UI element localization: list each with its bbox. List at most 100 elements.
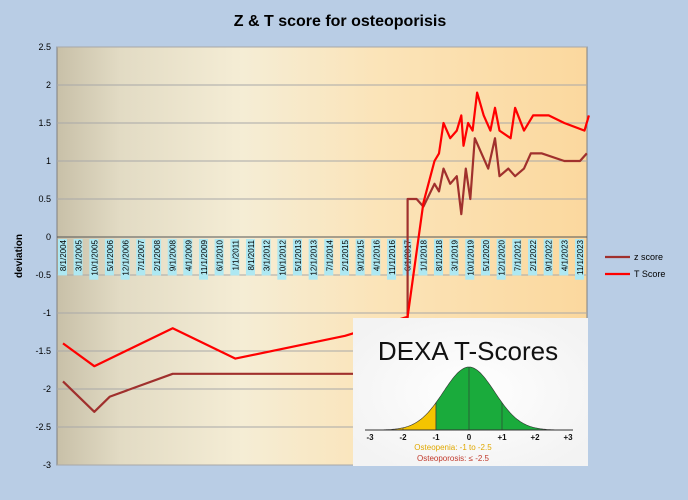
x-tick-highlight (387, 239, 397, 280)
bell-tick-label: 0 (467, 433, 472, 442)
y-axis-ticks: 2.5 2 1.5 1 0.5 0 -0.5 -1 -1.5 -2 -2.5 -3 (35, 42, 51, 470)
x-tick-highlight (167, 239, 177, 276)
x-tick-label: 7/1/2007 (137, 239, 146, 271)
x-tick-label: 3/1/2005 (75, 239, 84, 271)
x-tick-highlight (449, 239, 459, 276)
x-tick-highlight (89, 239, 99, 280)
y-tick-label: -3 (43, 460, 51, 470)
z-score-line (62, 137, 588, 413)
inset-title: DEXA T-Scores (378, 336, 558, 366)
x-tick-highlight (465, 239, 475, 280)
x-tick-label: 3/1/2012 (263, 239, 272, 271)
x-axis-ticks: 8/1/2004 3/1/2005 10/1/2005 5/1/2006 12/1/20… (58, 239, 585, 280)
x-tick-label: 2/1/2015 (341, 239, 350, 271)
x-tick-highlight (58, 239, 67, 276)
x-tick-highlight (120, 239, 130, 280)
x-tick-label: 7/1/2021 (513, 239, 522, 271)
x-tick-label: 4/1/2016 (372, 239, 381, 271)
x-tick-label: 9/1/2015 (357, 239, 366, 271)
x-tick-highlight (371, 239, 381, 276)
inset-osteopenia-label: Osteopenia: -1 to -2.5 (414, 443, 492, 452)
bell-tick-label: +3 (563, 433, 573, 442)
x-tick-highlight (559, 239, 569, 276)
y-tick-label: -2 (43, 384, 51, 394)
y-axis-label: deviation (14, 234, 25, 278)
x-tick-highlight (214, 239, 224, 276)
x-tick-highlight (543, 239, 553, 276)
x-tick-highlight (575, 239, 584, 280)
y-tick-label: -2.5 (35, 422, 51, 432)
x-tick-label: 4/1/2023 (560, 239, 569, 271)
x-tick-highlight (104, 239, 114, 276)
x-tick-label: 5/1/2013 (294, 239, 303, 271)
legend-label: z score (634, 252, 663, 262)
x-tick-label: 11/1/2016 (388, 239, 397, 275)
legend: z score T Score (605, 252, 665, 279)
y-tick-label: -1.5 (35, 346, 51, 356)
x-tick-highlight (261, 239, 271, 276)
x-tick-highlight (136, 239, 146, 276)
x-tick-label: 9/1/2022 (545, 239, 554, 271)
bell-tick-label: -1 (432, 433, 440, 442)
y-tick-label: -0.5 (35, 270, 51, 280)
x-tick-label: 4/1/2009 (184, 239, 193, 271)
bell-tick-label: -3 (366, 433, 374, 442)
y-tick-label: 1 (46, 156, 51, 166)
x-tick-label: 3/1/2019 (451, 239, 460, 271)
chart-title: Z & T score for osteoporisis (234, 13, 447, 30)
x-tick-label: 12/1/2020 (498, 239, 507, 275)
bell-tick-label: +1 (497, 433, 507, 442)
bell-tick-label: +2 (530, 433, 540, 442)
x-tick-label: 8/1/2004 (59, 239, 68, 271)
x-tick-label: 5/1/2006 (106, 239, 115, 271)
x-tick-highlight (496, 239, 506, 280)
x-tick-highlight (292, 239, 302, 276)
x-tick-highlight (308, 239, 318, 280)
x-tick-highlight (480, 239, 490, 276)
x-tick-label: 10/1/2019 (466, 239, 475, 275)
x-tick-highlight (199, 239, 209, 280)
y-tick-label: 0.5 (38, 194, 51, 204)
x-tick-label: 11/1/2009 (200, 239, 209, 275)
x-tick-highlight (355, 239, 365, 276)
y-tick-label: 0 (46, 232, 51, 242)
x-tick-highlight (277, 239, 287, 280)
x-tick-highlight (340, 239, 350, 276)
inset-osteoporosis-label: Osteoporosis: ≤ -2.5 (417, 454, 490, 463)
x-tick-highlight (512, 239, 522, 276)
x-tick-highlight (152, 239, 162, 276)
x-tick-label: 2/1/2008 (153, 239, 162, 271)
x-tick-label: 1/1/2018 (419, 239, 428, 271)
y-tick-label: -1 (43, 308, 51, 318)
x-tick-label: 11/1/2023 (576, 239, 585, 275)
x-tick-label: 12/1/2013 (310, 239, 319, 275)
x-tick-highlight (324, 239, 334, 276)
legend-label: T Score (634, 269, 665, 279)
x-tick-label: 8/1/2011 (247, 239, 256, 270)
x-tick-label: 6/1/2010 (216, 239, 225, 271)
x-tick-label: 9/1/2008 (169, 239, 178, 271)
x-tick-label: 1/1/2011 (231, 239, 240, 270)
x-tick-highlight (528, 239, 538, 276)
x-tick-label: 8/1/2018 (435, 239, 444, 271)
x-tick-label: 2/1/2022 (529, 239, 538, 271)
y-tick-label: 2 (46, 80, 51, 90)
dexa-inset-image: DEXA T-Scores -3 -2 -1 0 +1 +2 +3 Osteopenia: … (353, 318, 588, 466)
bell-tick-label: -2 (399, 433, 407, 442)
x-tick-label: 5/1/2020 (482, 239, 491, 271)
y-tick-label: 1.5 (38, 118, 51, 128)
x-tick-highlight (183, 239, 193, 276)
x-tick-highlight (245, 239, 255, 276)
x-tick-highlight (73, 239, 83, 276)
x-tick-label: 12/1/2006 (122, 239, 131, 275)
x-tick-highlight (230, 239, 240, 276)
x-tick-label: 10/1/2012 (278, 239, 287, 275)
x-tick-highlight (418, 239, 428, 276)
x-tick-label: 7/1/2014 (325, 239, 334, 271)
x-tick-label: 10/1/2005 (90, 239, 99, 275)
bell-curve: -3 -2 -1 0 +1 +2 +3 (365, 366, 573, 442)
y-tick-label: 2.5 (38, 42, 51, 52)
osteopenia-region (386, 401, 437, 431)
x-tick-highlight (433, 239, 443, 276)
